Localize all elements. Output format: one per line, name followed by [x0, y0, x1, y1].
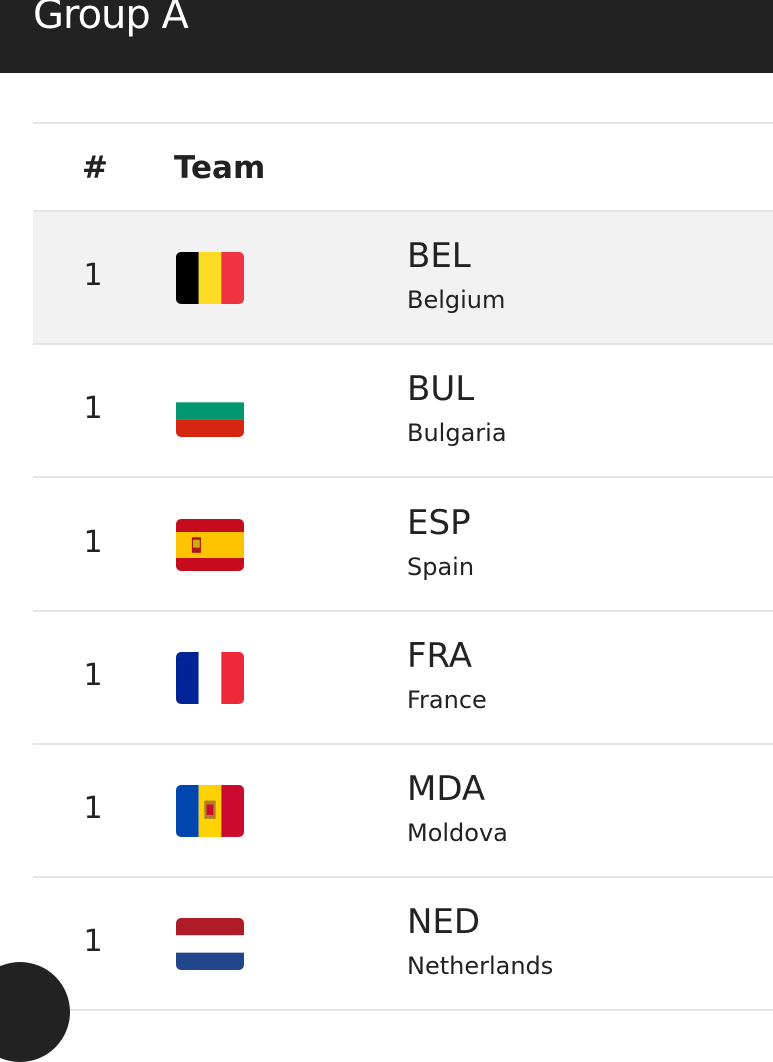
table-header: # Team [33, 122, 773, 212]
team-row[interactable]: 1 ESP Spain [33, 479, 773, 612]
flag [176, 652, 244, 704]
flag [176, 519, 244, 571]
team-row[interactable]: 1 NED Netherlands [33, 878, 773, 1011]
rank: 1 [83, 258, 103, 293]
team-code: BUL [407, 369, 475, 409]
header: Group A [0, 0, 773, 73]
column-header: # [82, 150, 108, 186]
team-row[interactable]: 1 BEL Belgium [33, 212, 773, 345]
team-name: France [407, 686, 487, 714]
team-row[interactable]: 1 FRA France [33, 612, 773, 745]
column-header: Team [174, 150, 266, 186]
team-code: BEL [407, 236, 471, 276]
team-name: Belgium [407, 286, 506, 314]
rank: 1 [83, 658, 103, 693]
team-row[interactable]: 1 BUL Bulgaria [33, 345, 773, 478]
team-row[interactable]: 1 MDA Moldova [33, 745, 773, 878]
team-code: NED [407, 902, 481, 942]
team-code: FRA [407, 636, 473, 676]
flag [176, 385, 244, 437]
team-code: ESP [407, 503, 471, 543]
team-name: Spain [407, 553, 475, 581]
rank: 1 [83, 791, 103, 826]
flag [176, 252, 244, 304]
team-name: Moldova [407, 819, 508, 847]
rank: 1 [83, 525, 103, 560]
team-code: MDA [407, 769, 486, 809]
group-title: Group A [33, 0, 189, 38]
team-name: Bulgaria [407, 419, 507, 447]
rank: 1 [83, 391, 103, 426]
flag [176, 785, 244, 837]
team-name: Netherlands [407, 952, 554, 980]
rank: 1 [83, 924, 103, 959]
flag [176, 918, 244, 970]
